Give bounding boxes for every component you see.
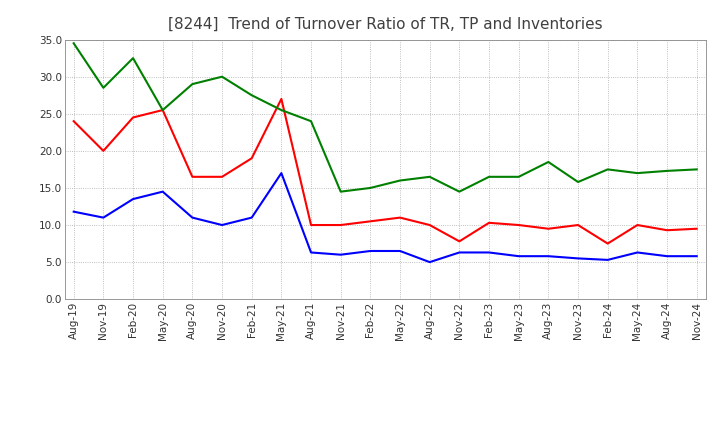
Title: [8244]  Trend of Turnover Ratio of TR, TP and Inventories: [8244] Trend of Turnover Ratio of TR, TP… (168, 16, 603, 32)
